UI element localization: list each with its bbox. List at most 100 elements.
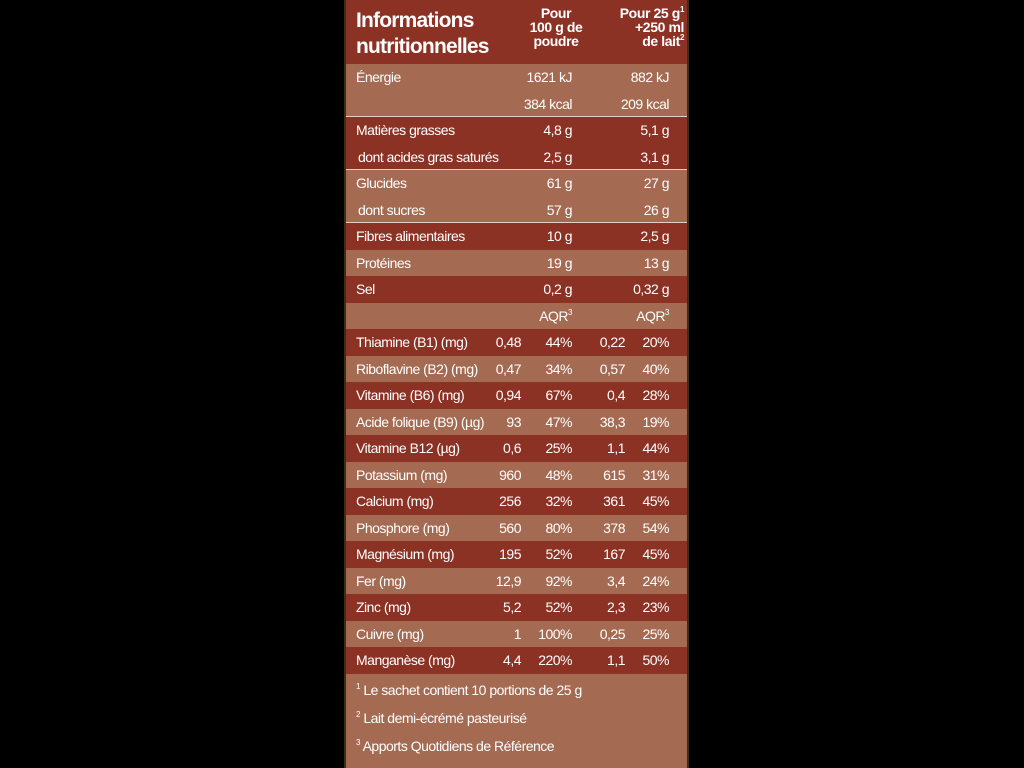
aqr-per-serving: 31%: [642, 466, 669, 483]
value-per-100g: 195: [499, 546, 521, 562]
col1-line-2: 100 g de: [529, 19, 583, 35]
value-per-100g: 57 g: [546, 201, 573, 218]
title-line-2: nutritionnelles: [356, 35, 489, 58]
row-label: Protéines: [356, 254, 411, 271]
row-label: Magnésium (mg): [356, 546, 455, 562]
value-per-serving: 0,4: [607, 387, 625, 403]
aqr-per-serving: 28%: [642, 387, 669, 403]
value-per-serving: 0,25: [599, 625, 626, 642]
value-per-serving: 27 g: [643, 175, 670, 191]
table-header: Informations nutritionnelles Pour 100 g …: [346, 0, 687, 64]
value-per-100g: 4,8 g: [543, 122, 572, 138]
value-per-serving: 38,3: [599, 413, 626, 430]
value-per-serving: 361: [603, 493, 625, 509]
row-label: Calcium (mg): [356, 493, 434, 509]
value-per-serving: 209 kcal: [620, 95, 670, 112]
aqr-header-row: AQR3 AQR3: [346, 302, 687, 329]
title-line-1: Informations: [356, 9, 474, 32]
aqr-per-100g: 100%: [538, 625, 572, 642]
aqr-per-100g: 44%: [545, 334, 572, 350]
row-label: Thiamine (B1) (mg): [356, 334, 468, 350]
value-per-serving: 0,57: [599, 360, 626, 377]
footnote-1: 1 Le sachet contient 10 portions de 25 g: [356, 682, 582, 698]
value-per-100g: 10 g: [546, 228, 573, 244]
value-per-100g: 1: [513, 625, 522, 642]
value-per-100g: 61 g: [546, 175, 573, 191]
row-label: Glucides: [356, 175, 407, 191]
value-per-100g: 0,47: [495, 360, 522, 377]
table-row: Zinc (mg) 5,2 52% 2,3 23%: [346, 594, 687, 621]
value-per-serving: 2,5 g: [640, 228, 669, 244]
row-label: Vitamine B12 (µg): [356, 440, 460, 456]
aqr-per-serving: 44%: [642, 440, 669, 456]
aqr-per-serving: 24%: [642, 572, 669, 589]
value-per-serving: 3,1 g: [640, 148, 669, 165]
table-row: Thiamine (B1) (mg) 0,48 44% 0,22 20%: [346, 329, 687, 356]
value-per-serving: 615: [603, 466, 625, 483]
table-row: Matières grasses 4,8 g 5,1 g: [346, 117, 687, 144]
value-per-serving: 0,22: [599, 334, 626, 350]
table-row: Magnésium (mg) 195 52% 167 45%: [346, 541, 687, 568]
row-label: Fer (mg): [356, 572, 406, 589]
row-label: Potassium (mg): [356, 466, 448, 483]
table-row: Énergie 1621 kJ 882 kJ: [346, 64, 687, 91]
value-per-100g: 256: [499, 493, 521, 509]
row-label: Manganèse (mg): [356, 652, 455, 668]
aqr-per-100g: 32%: [545, 493, 572, 509]
value-per-serving: 1,1: [607, 440, 625, 456]
aqr-per-serving: 40%: [642, 360, 669, 377]
row-label: Riboflavine (B2) (mg): [356, 360, 478, 377]
aqr-per-100g: 52%: [545, 546, 572, 562]
footnote-ref-3: 3: [568, 307, 572, 317]
footnote-ref-1: 1: [679, 5, 684, 14]
aqr-per-100g: 220%: [538, 652, 572, 668]
value-per-100g: 560: [499, 519, 521, 536]
table-row: Protéines 19 g 13 g: [346, 249, 687, 276]
value-per-serving: 13 g: [643, 254, 670, 271]
value-per-100g: 4,4: [503, 652, 521, 668]
value-per-serving: 167: [603, 546, 625, 562]
row-label: Acide folique (B9) (µg): [356, 413, 485, 430]
value-per-100g: 1621 kJ: [526, 69, 572, 85]
table-row: Vitamine B12 (µg) 0,6 25% 1,1 44%: [346, 435, 687, 462]
value-per-serving: 882 kJ: [630, 69, 670, 85]
row-label: dont sucres: [358, 201, 425, 218]
footnote-2: 2 Lait demi-écrémé pasteurisé: [356, 710, 527, 726]
table-row: Calcium (mg) 256 32% 361 45%: [346, 488, 687, 515]
table-row: Glucides 61 g 27 g: [346, 170, 687, 197]
nutrition-rows: Énergie 1621 kJ 882 kJ 384 kcal 209 kcal…: [346, 64, 687, 674]
aqr-per-100g: 67%: [545, 387, 572, 403]
table-row: Potassium (mg) 960 48% 615 31%: [346, 461, 687, 488]
table-row: dont sucres 57 g 26 g: [346, 196, 687, 223]
table-row: Phosphore (mg) 560 80% 378 54%: [346, 514, 687, 541]
value-per-serving: 378: [603, 519, 625, 536]
aqr-per-serving: 50%: [642, 652, 669, 668]
value-per-100g: 93: [506, 413, 521, 430]
table-row: Vitamine (B6) (mg) 0,94 67% 0,4 28%: [346, 382, 687, 409]
table-row: Fer (mg) 12,9 92% 3,4 24%: [346, 567, 687, 594]
aqr-per-100g: 47%: [545, 413, 572, 430]
aqr-label-100g: AQR3: [539, 307, 572, 324]
value-per-serving: 1,1: [607, 652, 625, 668]
aqr-per-serving: 45%: [642, 493, 669, 509]
footnote-ref-2: 2: [679, 33, 684, 42]
value-per-serving: 2,3: [607, 599, 625, 615]
aqr-per-serving: 23%: [642, 599, 669, 615]
aqr-per-100g: 48%: [545, 466, 572, 483]
value-per-100g: 0,6: [503, 440, 521, 456]
column-header-per-100g: Pour 100 g de poudre: [516, 6, 596, 48]
table-row: Manganèse (mg) 4,4 220% 1,1 50%: [346, 647, 687, 674]
table-row: Acide folique (B9) (µg) 93 47% 38,3 19%: [346, 408, 687, 435]
value-per-100g: 0,2 g: [543, 281, 572, 297]
value-per-100g: 5,2: [503, 599, 521, 615]
row-label: Fibres alimentaires: [356, 228, 465, 244]
table-title: Informations nutritionnelles: [356, 8, 516, 60]
row-label: Matières grasses: [356, 122, 455, 138]
table-row: dont acides gras saturés 2,5 g 3,1 g: [346, 143, 687, 170]
footnote-ref-3: 3: [665, 307, 669, 317]
aqr-per-serving: 25%: [642, 625, 669, 642]
row-label: Zinc (mg): [356, 599, 411, 615]
footnotes: 1 Le sachet contient 10 portions de 25 g…: [346, 678, 687, 768]
aqr-per-serving: 20%: [642, 334, 669, 350]
value-per-100g: 12,9: [495, 572, 522, 589]
